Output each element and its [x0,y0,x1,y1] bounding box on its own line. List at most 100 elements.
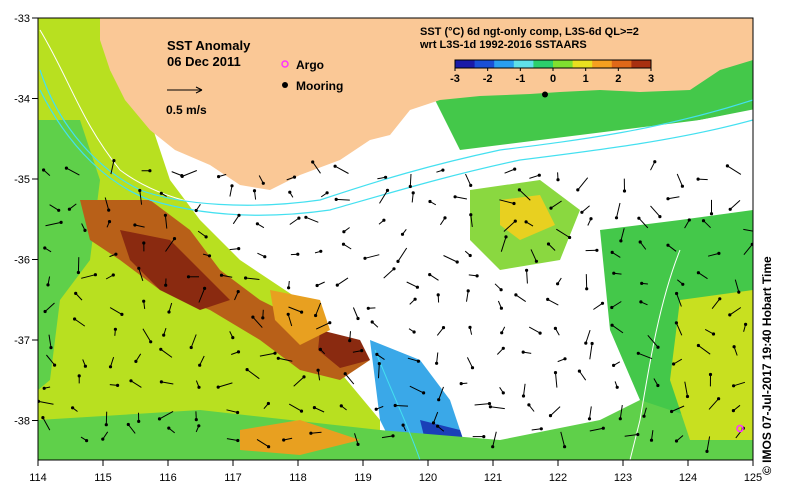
velocity-arrow-head [297,216,301,220]
velocity-arrow-head [356,316,360,321]
velocity-arrow-head [728,207,732,211]
velocity-arrow [528,326,541,334]
velocity-arrow [611,324,624,334]
velocity-arrow [616,202,621,218]
colorbar-tick-label: -3 [450,73,460,85]
velocity-arrow-head [311,160,315,164]
colorbar-swatch [592,60,613,68]
velocity-arrow-head [737,290,741,294]
velocity-arrow-head [104,423,108,427]
velocity-arrow-head [725,164,730,168]
velocity-arrow-head [76,270,81,275]
velocity-arrow-head [286,312,290,316]
x-tick-label: 120 [419,472,437,484]
velocity-arrow-head [468,253,472,258]
map-title: SST Anomaly 06 Dec 2011 [167,38,250,70]
velocity-arrow [138,268,144,282]
velocity-arrow-head [319,249,323,253]
velocity-arrow-head [708,372,713,377]
velocity-arrow [438,386,444,400]
velocity-arrow-head [728,313,732,317]
velocity-arrows [38,159,753,453]
velocity-arrow-head [261,316,265,320]
velocity-arrow-head [539,427,543,431]
velocity-arrow [165,238,175,252]
argo-legend-icon [281,60,289,68]
velocity-arrow-head [197,385,201,389]
velocity-arrow-head [360,349,364,353]
argo-marker [736,424,744,433]
colorbar-swatch [572,60,593,68]
velocity-arrow-head [459,382,463,386]
velocity-arrow [305,216,319,223]
velocity-arrow [315,322,331,330]
velocity-arrow [48,334,52,348]
legend-argo-label: Argo [296,58,324,72]
colorbar-tick-label: 0 [549,73,557,85]
velocity-arrow-head [504,235,508,239]
velocity-arrow-head [453,195,457,199]
velocity-arrow-head [501,391,505,395]
velocity-arrow-head [120,312,124,316]
velocity-arrow-head [276,356,280,360]
velocity-arrow [698,345,711,355]
velocity-arrow-head [653,160,657,164]
velocity-arrow [66,167,80,176]
velocity-arrow [378,363,380,379]
y-tick-label: -35 [14,174,30,186]
velocity-arrow-head [316,368,320,372]
velocity-arrow-head [732,384,736,388]
y-tick-label: -36 [14,255,30,267]
velocity-arrow-head [468,325,472,329]
velocity-arrow-head [488,405,492,409]
velocity-arrow-head [335,283,339,287]
velocity-arrow-head [237,247,241,251]
velocity-arrow-head [612,271,616,275]
velocity-arrow-head [263,255,267,259]
velocity-arrow-head [194,208,198,213]
velocity-arrow-head [73,317,77,321]
velocity-arrow [74,318,86,327]
velocity-arrow-head [236,438,240,443]
velocity-arrow-head [576,188,580,192]
velocity-arrow-head [534,259,539,263]
velocity-arrow [45,221,62,227]
velocity-arrow-head [622,189,627,193]
velocity-arrow [352,307,359,319]
velocity-arrow [44,302,55,312]
velocity-arrow [226,438,238,441]
velocity-arrow-head [563,445,567,449]
velocity-arrow-head [642,414,646,418]
velocity-arrow-head [42,386,46,390]
velocity-arrow [317,370,321,381]
velocity-arrow [550,200,562,209]
velocity-arrow-head [163,213,167,217]
velocity-arrow-head [107,208,111,212]
velocity-arrow-head [148,169,152,173]
velocity-arrow-head [521,350,525,354]
velocity-arrow [226,409,238,413]
velocity-arrow-head [43,309,47,314]
y-tick-label: -34 [14,94,30,106]
velocity-arrow-head [111,273,115,277]
velocity-arrow-head [656,345,660,349]
velocity-arrow-head [377,362,381,366]
velocity-arrow [407,357,419,362]
velocity-arrow-head [717,397,721,401]
velocity-arrow-head [126,422,130,427]
velocity-arrow-head [74,291,78,295]
velocity-arrow [519,189,531,201]
velocity-arrow [490,406,505,410]
velocity-arrow-head [639,300,643,304]
velocity-arrow [159,410,174,420]
velocity-arrow [650,205,661,217]
velocity-arrow [706,436,711,452]
velocity-arrow-head [400,232,405,236]
velocity-arrow-head [231,336,235,340]
velocity-arrow [555,372,558,388]
sst-field-northeast [430,18,753,150]
velocity-arrow [443,255,458,263]
velocity-arrow-head [203,286,207,290]
velocity-arrow [585,329,591,344]
velocity-arrow-head [101,437,105,441]
